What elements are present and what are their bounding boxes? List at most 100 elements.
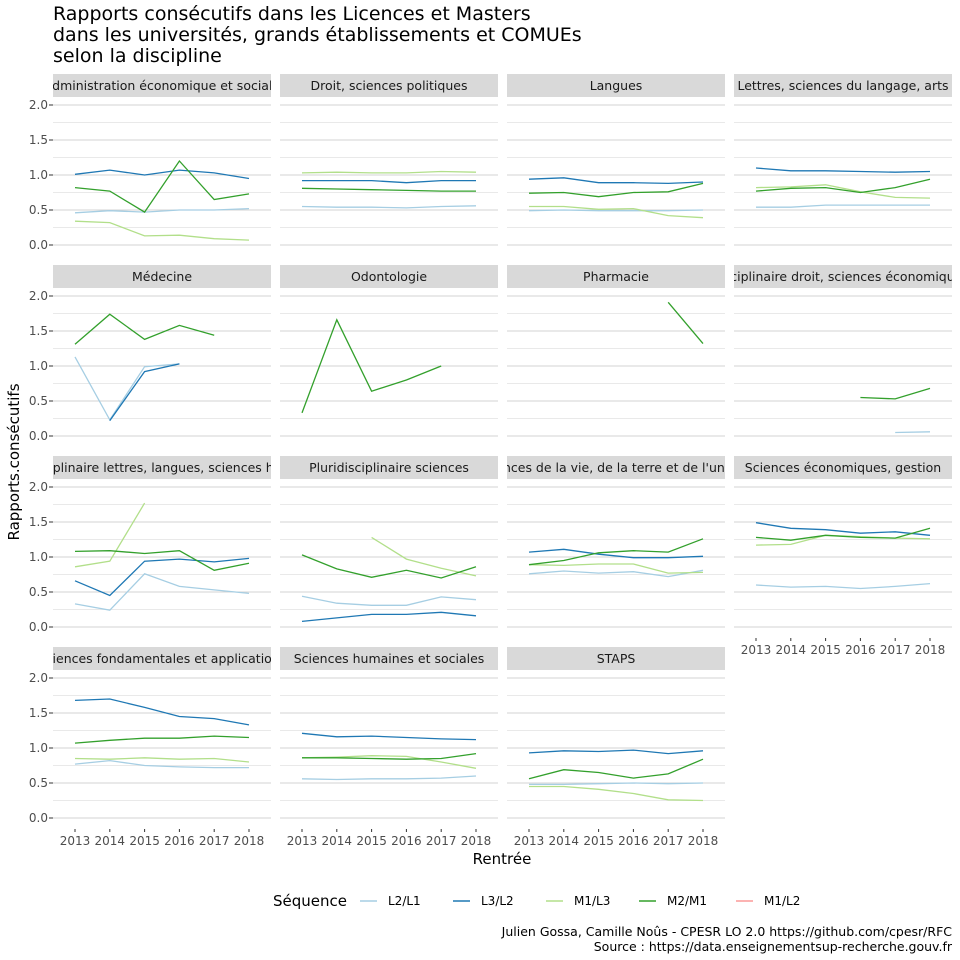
chart-title-line-2: dans les universités, grands établisseme… [53,24,582,46]
y-tick-label: 0.5 [29,203,48,217]
y-tick-label: 0.5 [29,776,48,790]
series-line-m2-m1 [667,301,704,345]
facet-strip-label: Médecine [132,269,192,284]
facet-strip-label: Lettres, sciences du langage, arts [737,78,948,93]
facet-strip [734,456,952,479]
series-line-l2-l1 [301,595,477,606]
y-tick-label: 1.5 [29,133,48,147]
facet-strip [53,265,271,288]
series-line-l2-l1 [301,205,477,209]
x-tick-label: 2015 [583,834,614,848]
facet-strip [53,456,271,479]
series-line-m1-l3 [74,502,146,568]
legend-label: M1/L2 [764,894,800,908]
y-tick-label: 1.5 [29,515,48,529]
facet-strip [280,74,498,97]
x-tick-label: 2018 [234,834,265,848]
series-line-m1-l3 [74,757,250,763]
y-tick-label: 2.0 [29,480,48,494]
x-tick-label: 2015 [129,834,160,848]
facet-strip [280,265,498,288]
series-line-m2-m1 [74,159,250,213]
facet-strip [507,265,725,288]
x-tick-label: 2014 [549,834,580,848]
series-line-m2-m1 [74,735,250,744]
facet-strip [507,456,725,479]
series-line-l3-l2 [74,698,250,726]
y-tick-label: 2.0 [29,98,48,112]
x-tick-label: 2017 [199,834,230,848]
x-tick-label: 2016 [618,834,649,848]
series-line-m2-m1 [74,550,250,571]
x-tick-label: 2015 [810,643,841,657]
series-line-l3-l2 [74,169,250,180]
series-line-m1-l3 [755,184,931,199]
chart-title-line-3: selon la discipline [53,45,222,67]
series-line-m2-m1 [301,554,477,579]
caption-credit: Julien Gossa, Camille Noûs - CPESR LO 2.… [501,924,952,939]
series-line-l2-l1 [755,582,931,590]
series-line-l3-l2 [528,548,704,559]
x-tick-label: 2013 [741,643,772,657]
x-tick-label: 2017 [880,643,911,657]
series-line-l2-l1 [756,204,930,208]
series-line-m2-m1 [528,182,704,198]
y-tick-label: 1.5 [29,706,48,720]
series-line-m2-m1 [528,758,704,780]
x-axis-title: Rentrée [473,850,532,868]
series-line-m2-m1 [755,527,931,541]
facet-strip-label: STAPS [597,651,636,666]
facet-strip [507,647,725,670]
facet-strip-label: Sciences économiques, gestion [745,460,941,475]
x-tick-label: 2013 [514,834,545,848]
series-line-l3-l2 [301,611,477,623]
x-tick-label: 2013 [287,834,318,848]
y-tick-label: 1.5 [29,324,48,338]
facet-strip-label: Administration économique et sociale [44,78,281,93]
facet-strip-label: Pharmacie [583,269,649,284]
series-line-l3-l2 [74,557,250,597]
series-line-m1-l3 [74,220,250,241]
series-line-m1-l3 [301,170,477,174]
x-tick-label: 2013 [60,834,91,848]
y-tick-label: 0.0 [29,620,48,634]
series-line-m2-m1 [302,752,477,760]
y-tick-label: 0.5 [29,394,48,408]
series-line-m2-m1 [860,387,931,400]
y-tick-label: 1.0 [29,168,48,182]
y-axis-title: Rapports.consécutifs [5,383,23,540]
facet-strip-label: Droit, sciences politiques [311,78,468,93]
series-line-l3-l2 [755,167,931,173]
series-line-l2-l1 [74,573,250,611]
y-tick-label: 2.0 [29,289,48,303]
y-tick-label: 1.0 [29,359,48,373]
series-line-l2-l1 [895,431,931,434]
x-tick-label: 2015 [356,834,387,848]
facet-strip-label: Sciences fondamentales et applications [38,651,287,666]
x-tick-label: 2014 [95,834,126,848]
legend-label: M2/M1 [667,894,707,908]
x-tick-label: 2016 [391,834,422,848]
facet-strip [734,265,952,288]
x-tick-label: 2018 [688,834,719,848]
series-line-m2-m1 [74,313,215,345]
facet-strip-label: Sciences humaines et sociales [294,651,485,666]
series-line-m2-m1 [301,187,476,192]
facet-strip-label: Pluridisciplinaire droit, sciences écono… [685,269,960,284]
series-line-l3-l2 [528,749,704,755]
facet-strip [53,74,271,97]
facet-strip [280,647,498,670]
series-line-m2-m1 [755,178,931,194]
facet-strip [280,456,498,479]
x-tick-label: 2014 [776,643,807,657]
y-tick-label: 0.0 [29,811,48,825]
series-line-l2-l1 [74,759,249,769]
x-tick-label: 2017 [426,834,457,848]
facet-strip-label: Langues [590,78,643,93]
series-line-l2-l1 [528,569,704,578]
facet-strip [507,74,725,97]
x-tick-label: 2016 [845,643,876,657]
series-line-l3-l2 [109,363,180,421]
chart-title-line-1: Rapports consécutifs dans les Licences e… [53,3,531,25]
